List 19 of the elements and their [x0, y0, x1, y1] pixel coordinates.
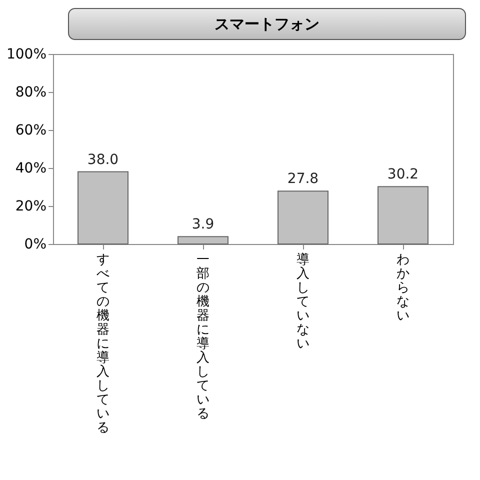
- category-label: 一部の機器に導入している: [196, 252, 210, 422]
- data-label: 27.8: [287, 171, 319, 188]
- x-tick-label: わからない: [396, 252, 410, 324]
- data-label: 30.2: [387, 166, 419, 183]
- y-tick-label: 80%: [15, 84, 46, 100]
- bar: [278, 190, 328, 244]
- y-tick-label: 100%: [6, 46, 46, 62]
- chart-title: スマートフォン: [68, 8, 466, 40]
- x-tick-label: 導入していない: [296, 252, 310, 352]
- y-tick-label: 40%: [15, 160, 46, 176]
- data-label: 38.0: [87, 152, 119, 168]
- y-tick-label: 0%: [24, 236, 46, 252]
- y-tick-label: 60%: [15, 122, 46, 138]
- category-label: すべての機器に導入している: [96, 252, 110, 436]
- y-tick-label: 20%: [15, 198, 46, 214]
- bar: [78, 171, 128, 244]
- bar: [178, 236, 228, 244]
- bar: [378, 186, 428, 244]
- data-label: 3.9: [192, 216, 214, 233]
